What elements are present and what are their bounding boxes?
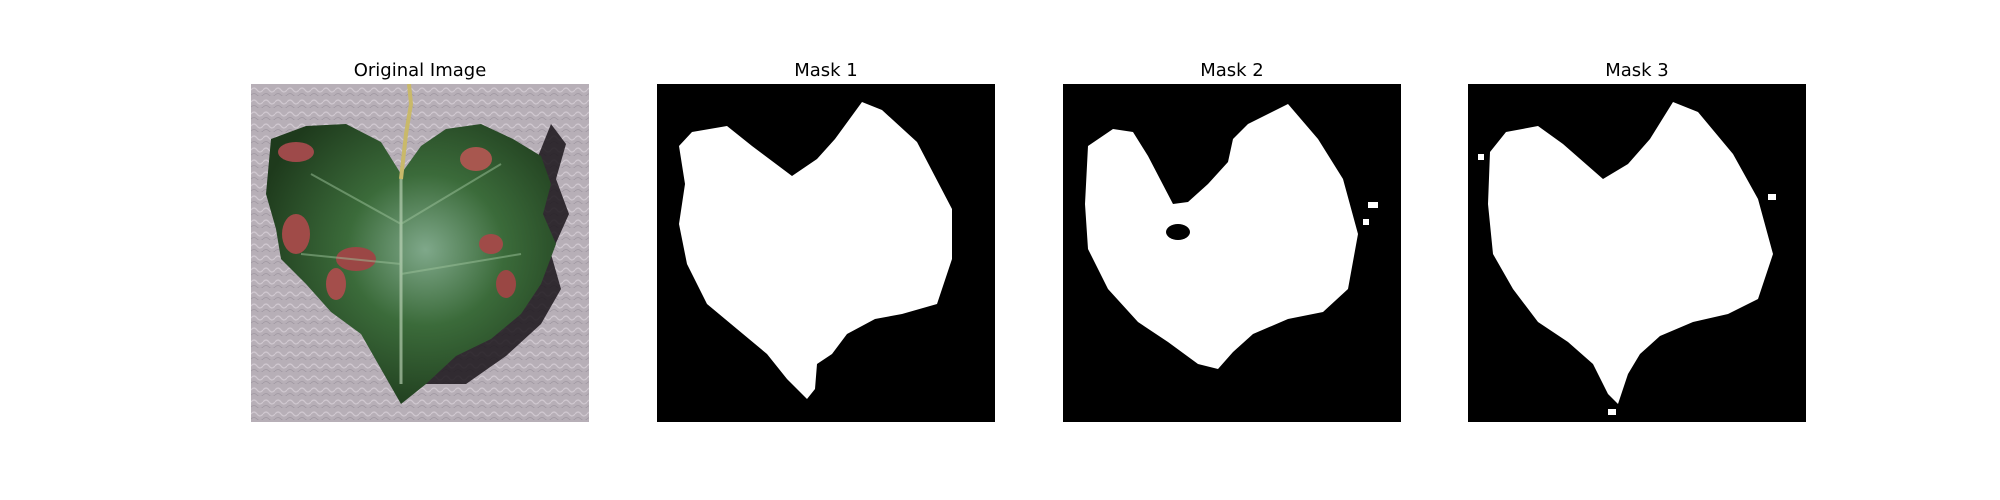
panel-title: Mask 1 bbox=[794, 60, 858, 81]
panel-title: Mask 2 bbox=[1200, 60, 1264, 81]
mask-2-image bbox=[1063, 84, 1401, 422]
panel-title: Original Image bbox=[353, 60, 487, 81]
panel-mask-2: Mask 2 bbox=[1063, 58, 1401, 422]
panel-original-image: Original Image bbox=[251, 58, 589, 422]
original-leaf-photo bbox=[251, 84, 589, 422]
panel-title: Mask 3 bbox=[1605, 60, 1669, 81]
panel-mask-1: Mask 1 bbox=[657, 58, 995, 422]
mask-1-image bbox=[657, 84, 995, 422]
mask-3-image bbox=[1468, 84, 1806, 422]
panel-mask-3: Mask 3 bbox=[1468, 58, 1806, 422]
